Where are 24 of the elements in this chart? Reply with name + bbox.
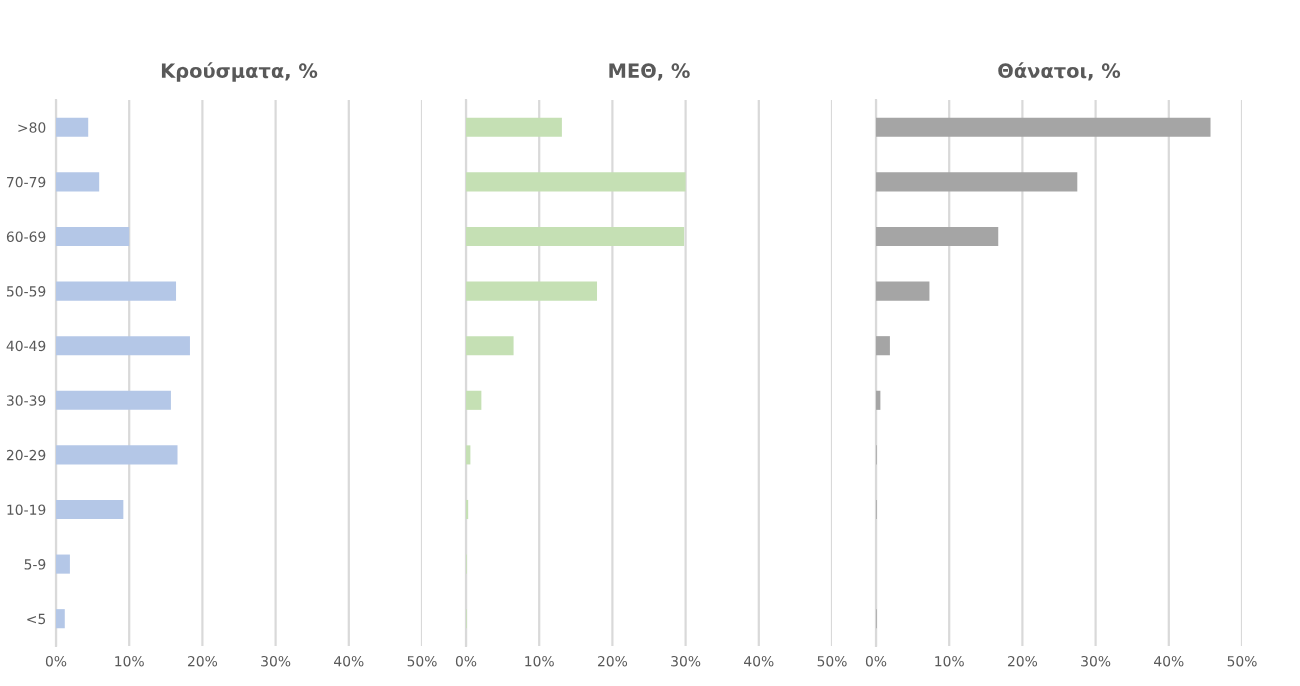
bar: [876, 336, 890, 356]
bar: [876, 172, 1078, 192]
bar: [56, 445, 178, 465]
bar: [876, 281, 930, 301]
chart-title: ΜΕΘ, %: [609, 63, 690, 81]
bar: [876, 117, 1211, 137]
bar: [56, 499, 124, 520]
bar: [56, 117, 89, 137]
bar: [56, 390, 171, 410]
bar: [466, 226, 685, 247]
chart-title: Κρούσματα, %: [161, 62, 318, 82]
bar: [56, 226, 130, 247]
bar: [56, 172, 100, 192]
bar: [466, 390, 482, 410]
bar: [466, 172, 686, 192]
chart-title: Θάνατοι, %: [998, 62, 1121, 81]
bar: [56, 554, 70, 574]
bar: [466, 281, 598, 301]
bar: [876, 226, 999, 247]
bar: [56, 281, 177, 301]
bar: [466, 117, 562, 137]
bar: [56, 336, 190, 356]
bar: [466, 336, 514, 356]
bar: [56, 609, 65, 629]
